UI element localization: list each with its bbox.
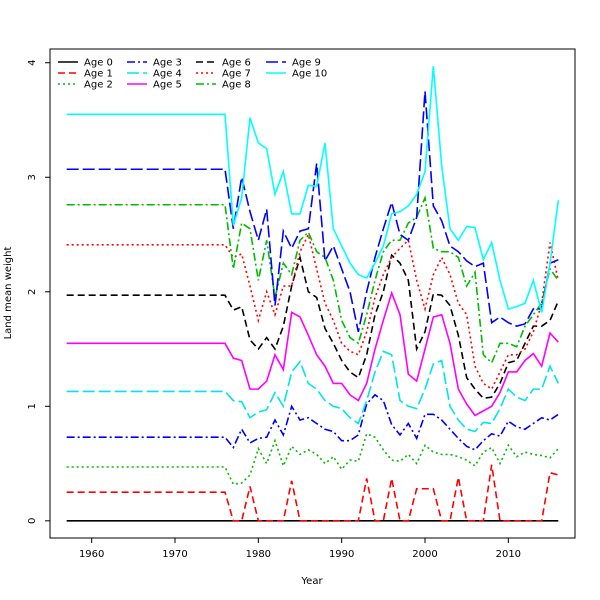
- y-tick-label: 1: [27, 403, 38, 409]
- legend-label: Age 6: [222, 58, 251, 69]
- x-tick-label: 1970: [162, 549, 187, 560]
- legend-label: Age 3: [153, 58, 182, 69]
- legend-label: Age 4: [153, 69, 182, 80]
- legend-label: Age 1: [84, 69, 113, 80]
- y-axis-title: Land mean weight: [3, 247, 14, 340]
- y-tick-label: 3: [27, 174, 38, 180]
- series-line-age-3: [66, 393, 559, 451]
- legend-label: Age 8: [222, 80, 251, 91]
- y-tick-label: 4: [27, 60, 38, 66]
- series-layer: [66, 66, 560, 522]
- x-tick-label: 2000: [412, 549, 437, 560]
- plot-frame: [49, 48, 576, 539]
- series-line-age-2: [66, 432, 559, 486]
- x-axis-title: Year: [300, 576, 323, 587]
- legend-label: Age 9: [292, 58, 321, 69]
- y-tick-label: 0: [27, 518, 38, 524]
- series-line-age-10: [66, 66, 560, 313]
- x-tick-label: 2010: [496, 549, 521, 560]
- series-line-age-7: [66, 232, 560, 391]
- y-axis: 0 1 2 3 4: [27, 60, 50, 524]
- legend-label: Age 2: [84, 80, 113, 91]
- legend-label: Age 10: [292, 69, 327, 80]
- series-line-age-9: [66, 91, 559, 333]
- legend-label: Age 0: [84, 58, 113, 69]
- series-line-age-4: [66, 350, 560, 433]
- y-tick-label: 2: [27, 289, 38, 295]
- legend-label: Age 5: [153, 80, 182, 91]
- x-axis: 1960 1970 1980 1990 2000 2010: [79, 538, 521, 560]
- series-line-age-5: [66, 290, 559, 417]
- x-tick-label: 1980: [246, 549, 271, 560]
- legend-label: Age 7: [222, 69, 251, 80]
- series-line-age-6: [66, 253, 560, 400]
- series-line-age-1: [66, 464, 559, 522]
- x-tick-label: 1960: [79, 549, 104, 560]
- series-line-age-8: [66, 195, 559, 365]
- x-tick-label: 1990: [329, 549, 354, 560]
